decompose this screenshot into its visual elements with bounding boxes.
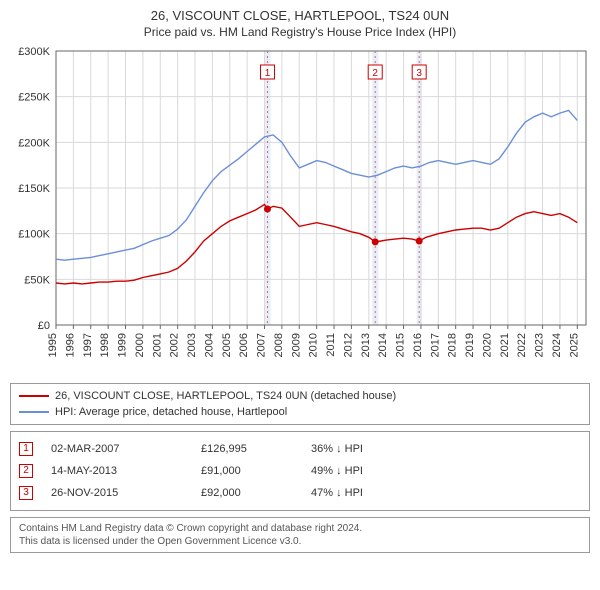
svg-text:2013: 2013	[360, 333, 372, 357]
svg-text:2002: 2002	[169, 333, 181, 357]
sale-date: 26-NOV-2015	[51, 487, 201, 499]
svg-text:2014: 2014	[377, 333, 389, 357]
svg-text:£300K: £300K	[18, 46, 50, 58]
sale-date: 02-MAR-2007	[51, 443, 201, 455]
svg-text:2000: 2000	[134, 333, 146, 357]
svg-text:2023: 2023	[534, 333, 546, 357]
chart-title: 26, VISCOUNT CLOSE, HARTLEPOOL, TS24 0UN	[10, 8, 590, 23]
svg-text:1: 1	[265, 68, 271, 79]
svg-text:1998: 1998	[99, 333, 111, 357]
svg-text:£100K: £100K	[18, 229, 50, 241]
svg-text:2003: 2003	[186, 333, 198, 357]
footer-line-1: Contains HM Land Registry data © Crown c…	[19, 522, 581, 535]
sale-delta: 47% ↓ HPI	[311, 487, 421, 499]
svg-text:2008: 2008	[273, 333, 285, 357]
sale-price: £91,000	[201, 465, 311, 477]
svg-text:2001: 2001	[151, 333, 163, 357]
svg-text:2009: 2009	[290, 333, 302, 357]
svg-text:2: 2	[372, 68, 378, 79]
legend-swatch	[19, 395, 49, 397]
legend-row: 26, VISCOUNT CLOSE, HARTLEPOOL, TS24 0UN…	[19, 388, 581, 404]
sale-marker-box: 1	[19, 442, 33, 456]
svg-text:3: 3	[416, 68, 422, 79]
sale-date: 14-MAY-2013	[51, 465, 201, 477]
legend-swatch	[19, 411, 49, 413]
svg-text:1997: 1997	[82, 333, 94, 357]
svg-text:2015: 2015	[395, 333, 407, 357]
sale-price: £92,000	[201, 487, 311, 499]
sale-delta: 36% ↓ HPI	[311, 443, 421, 455]
sale-marker-box: 3	[19, 486, 33, 500]
legend-label: HPI: Average price, detached house, Hart…	[55, 406, 287, 418]
svg-text:2018: 2018	[447, 333, 459, 357]
svg-text:2021: 2021	[499, 333, 511, 357]
footer-attribution: Contains HM Land Registry data © Crown c…	[10, 517, 590, 553]
svg-text:£50K: £50K	[24, 274, 50, 286]
svg-text:2020: 2020	[481, 333, 493, 357]
svg-text:£0: £0	[38, 320, 50, 332]
chart-subtitle: Price paid vs. HM Land Registry's House …	[10, 25, 590, 39]
svg-text:£250K: £250K	[18, 92, 50, 104]
svg-text:2012: 2012	[342, 333, 354, 357]
svg-text:2006: 2006	[238, 333, 250, 357]
sales-table: 1 02-MAR-2007£126,99536% ↓ HPI 2 14-MAY-201…	[10, 431, 590, 511]
svg-text:1996: 1996	[64, 333, 76, 357]
sale-marker-box: 2	[19, 464, 33, 478]
svg-text:£150K: £150K	[18, 183, 50, 195]
svg-text:2017: 2017	[429, 333, 441, 357]
sale-delta: 49% ↓ HPI	[311, 465, 421, 477]
svg-text:2025: 2025	[568, 333, 580, 357]
chart-area: £0 £50K £100K £150K £200K £250K £300K 1995 1996 1…	[10, 45, 590, 375]
svg-text:2016: 2016	[412, 333, 424, 357]
svg-text:£200K: £200K	[18, 137, 50, 149]
svg-text:2024: 2024	[551, 333, 563, 357]
svg-text:2019: 2019	[464, 333, 476, 357]
svg-text:2004: 2004	[203, 333, 215, 357]
svg-text:2007: 2007	[256, 333, 268, 357]
legend: 26, VISCOUNT CLOSE, HARTLEPOOL, TS24 0UN…	[10, 383, 590, 425]
legend-row: HPI: Average price, detached house, Hart…	[19, 404, 581, 420]
sale-row: 1 02-MAR-2007£126,99536% ↓ HPI	[19, 438, 581, 460]
svg-text:2022: 2022	[516, 333, 528, 357]
sale-row: 3 26-NOV-2015£92,00047% ↓ HPI	[19, 482, 581, 504]
svg-text:1995: 1995	[47, 333, 59, 357]
footer-line-2: This data is licensed under the Open Gov…	[19, 535, 581, 548]
root: 26, VISCOUNT CLOSE, HARTLEPOOL, TS24 0UN…	[0, 0, 600, 559]
svg-text:2011: 2011	[325, 333, 337, 357]
line-chart: £0 £50K £100K £150K £200K £250K £300K 1995 1996 1…	[10, 45, 590, 375]
svg-text:1999: 1999	[117, 333, 129, 357]
legend-label: 26, VISCOUNT CLOSE, HARTLEPOOL, TS24 0UN…	[55, 390, 396, 402]
sale-row: 2 14-MAY-2013£91,00049% ↓ HPI	[19, 460, 581, 482]
svg-text:2010: 2010	[308, 333, 320, 357]
sale-price: £126,995	[201, 443, 311, 455]
svg-text:2005: 2005	[221, 333, 233, 357]
